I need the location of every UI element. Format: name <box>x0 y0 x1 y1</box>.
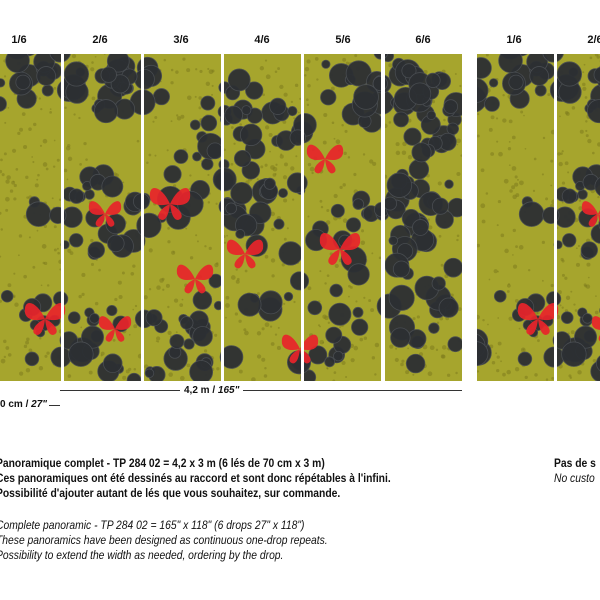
butterfly-motif <box>88 201 122 227</box>
drop-artwork-repeat-1 <box>477 54 554 381</box>
drop-artwork-3 <box>144 54 221 381</box>
english-description-line-2: These panoramics have been designed as c… <box>0 533 328 547</box>
french-description-line-2: Ces panoramiques ont été dessinés au rac… <box>0 471 391 485</box>
butterfly-motif <box>176 264 214 294</box>
wallpaper-drop-repeat-1 <box>477 54 554 381</box>
french-description-line-3: Possibilité d'ajouter autant de lés que … <box>0 486 341 500</box>
side-note-english: No custo <box>554 471 595 485</box>
wallpaper-drop-5 <box>304 54 381 381</box>
english-description-line-3: Possibility to extend the width as neede… <box>0 548 284 562</box>
butterfly-motif <box>64 305 66 316</box>
drop-artwork-6 <box>385 54 462 381</box>
wallpaper-drop-repeat-2 <box>557 54 600 381</box>
butterfly-motif <box>98 316 132 342</box>
butterfly-motif <box>149 187 191 220</box>
drop-width-label: 0 cm / 27" <box>0 399 50 410</box>
butterfly-motif <box>24 302 61 335</box>
french-description-line-1: Panoramique complet - TP 284 02 = 4,2 x … <box>0 456 325 470</box>
drop-artwork-2 <box>64 54 141 381</box>
wallpaper-drop-6 <box>385 54 462 381</box>
drop-label-4: 4/6 <box>254 34 270 46</box>
wallpaper-drop-4 <box>224 54 301 381</box>
drop-label-5: 5/6 <box>335 34 351 46</box>
butterfly-motif <box>306 144 344 174</box>
wallpaper-drop-3 <box>144 54 221 381</box>
butterfly-motif <box>226 239 264 269</box>
total-width-line <box>60 390 462 391</box>
butterfly-motif <box>281 334 301 364</box>
wallpaper-drop-2 <box>64 54 141 381</box>
butterfly-motif <box>319 232 361 265</box>
drop-label-2: 2/6 <box>92 34 108 46</box>
drop-artwork-4 <box>224 54 301 381</box>
wallpaper-drop-1 <box>0 54 61 381</box>
english-description-line-1: Complete panoramic - TP 284 02 = 165" x … <box>0 518 305 532</box>
drop-artwork-repeat-2 <box>557 54 600 381</box>
drop-label-repeat-2: 2/6 <box>587 34 600 46</box>
drop-label-1: 1/6 <box>11 34 27 46</box>
side-note-french: Pas de s <box>554 456 596 470</box>
drop-label-6: 6/6 <box>415 34 431 46</box>
drop-artwork-5 <box>304 54 381 381</box>
butterfly-motif <box>557 305 559 316</box>
butterfly-motif <box>304 334 319 364</box>
total-width-label: 4,2 m / 165" <box>180 385 244 396</box>
drop-artwork-1 <box>0 54 61 381</box>
drop-label-repeat-1: 1/6 <box>506 34 522 46</box>
drop-label-3: 3/6 <box>173 34 189 46</box>
butterfly-motif <box>517 302 554 335</box>
